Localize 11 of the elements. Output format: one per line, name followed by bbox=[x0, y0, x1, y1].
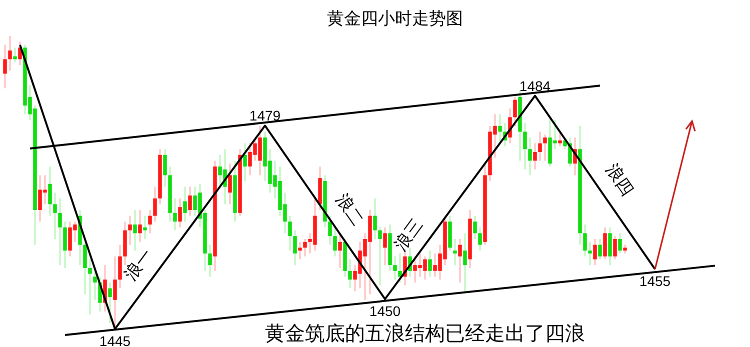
chart-title: 黄金四小时走势图 bbox=[327, 9, 463, 29]
annotation: 浪二 bbox=[331, 190, 368, 230]
annotation: 浪一 bbox=[120, 245, 158, 285]
annotation: 1455 bbox=[639, 273, 671, 290]
annotation: 1450 bbox=[369, 303, 401, 320]
annotation: 1479 bbox=[249, 108, 281, 124]
annotation: 1445 bbox=[99, 332, 131, 347]
annotation: 浪四 bbox=[601, 160, 638, 200]
annotation: 黄金筑底的五浪结构已经走出了四浪 bbox=[265, 321, 585, 345]
annotation: 浪三 bbox=[390, 216, 428, 255]
annotation: 1484 bbox=[519, 78, 551, 94]
